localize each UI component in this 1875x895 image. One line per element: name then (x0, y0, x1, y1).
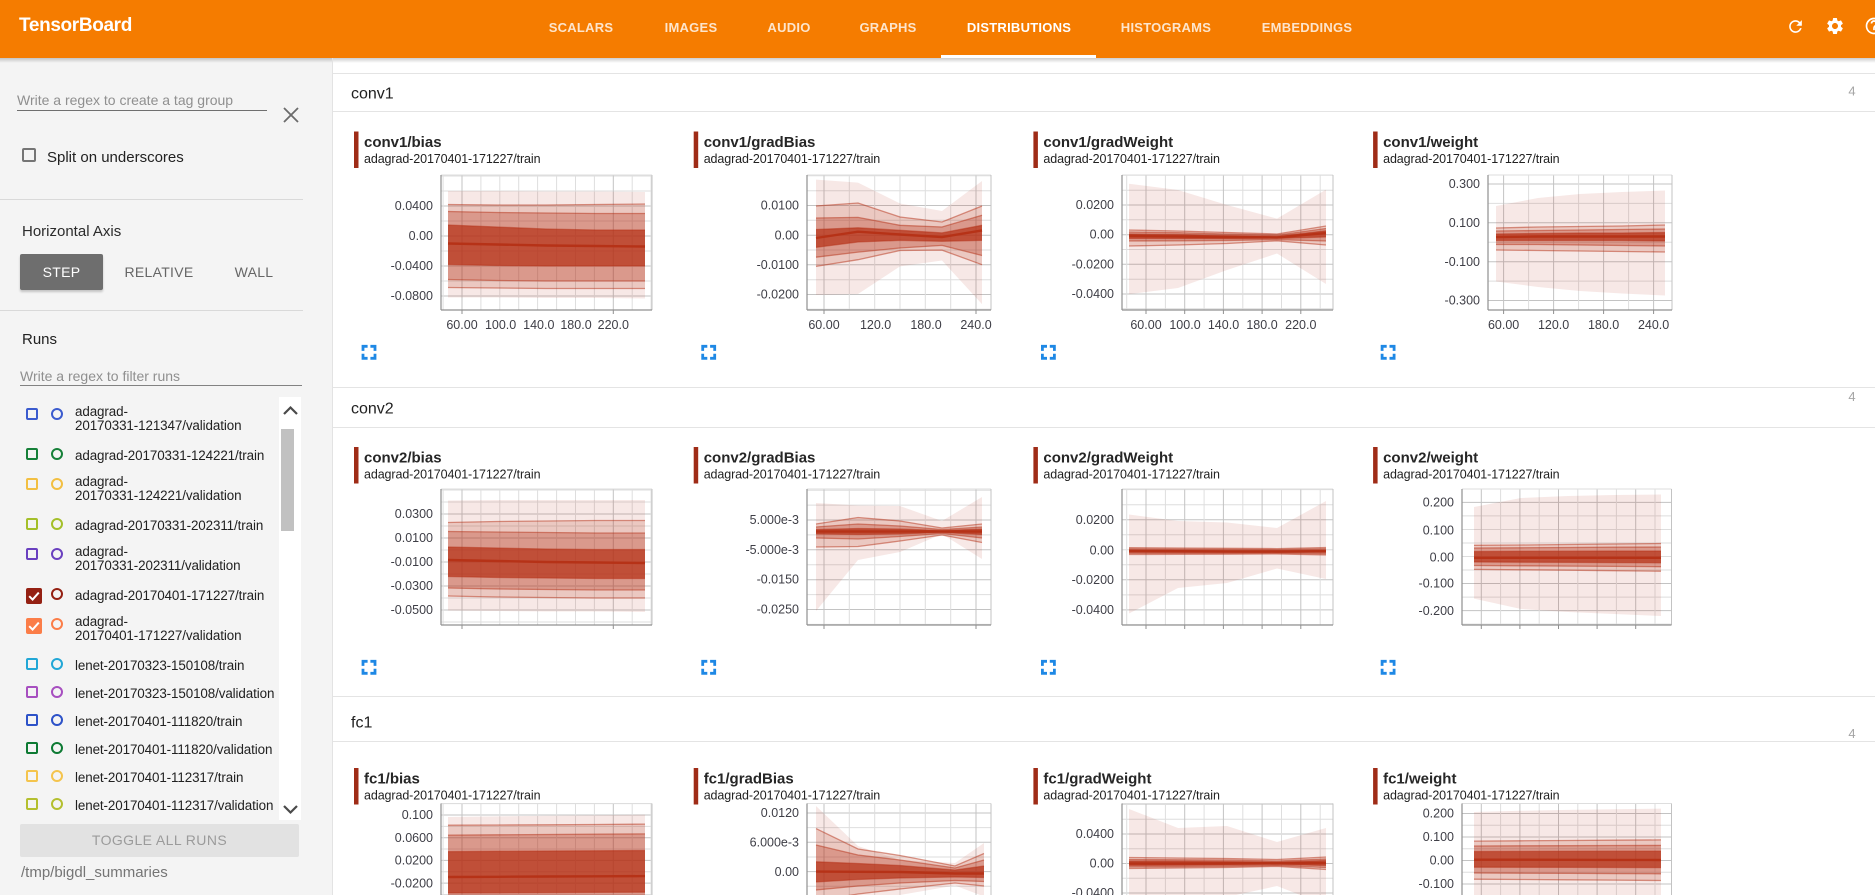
svg-text:140.0: 140.0 (523, 318, 554, 332)
svg-text:-0.0150: -0.0150 (757, 573, 799, 587)
svg-text:conv1/bias: conv1/bias (364, 134, 442, 151)
svg-text:conv1/weight: conv1/weight (1383, 134, 1478, 151)
svg-text:0.00: 0.00 (775, 865, 799, 879)
svg-text:0.00: 0.00 (1090, 544, 1114, 558)
svg-text:conv2/weight: conv2/weight (1383, 450, 1478, 467)
svg-text:0.0400: 0.0400 (1076, 827, 1114, 841)
svg-text:-0.0200: -0.0200 (1072, 573, 1114, 587)
svg-text:0.0600: 0.0600 (395, 831, 433, 845)
svg-text:0.300: 0.300 (1449, 177, 1480, 191)
svg-text:0.00: 0.00 (409, 229, 433, 243)
svg-text:60.00: 60.00 (446, 318, 477, 332)
svg-text:60.00: 60.00 (808, 318, 839, 332)
svg-text:0.100: 0.100 (1423, 830, 1454, 844)
svg-text:conv2: conv2 (351, 401, 394, 418)
svg-text:adagrad-20170401-171227/train: adagrad-20170401-171227/train (364, 789, 541, 803)
svg-text:adagrad-20170401-171227/train: adagrad-20170401-171227/train (1383, 789, 1560, 803)
svg-text:adagrad-20170401-171227/train: adagrad-20170401-171227/train (704, 468, 881, 482)
svg-text:-0.0400: -0.0400 (391, 259, 433, 273)
svg-text:180.0: 180.0 (1588, 318, 1619, 332)
svg-text:conv2/gradBias: conv2/gradBias (704, 450, 816, 467)
svg-text:fc1/weight: fc1/weight (1383, 771, 1456, 788)
svg-text:100.0: 100.0 (1169, 318, 1200, 332)
svg-text:4: 4 (1848, 726, 1855, 741)
svg-text:-0.0250: -0.0250 (757, 603, 799, 617)
svg-text:0.0100: 0.0100 (395, 531, 433, 545)
svg-text:-0.0400: -0.0400 (1072, 603, 1114, 617)
svg-text:conv2/bias: conv2/bias (364, 450, 442, 467)
svg-text:-0.0800: -0.0800 (391, 289, 433, 303)
svg-text:0.0400: 0.0400 (395, 199, 433, 213)
svg-text:-0.0300: -0.0300 (391, 579, 433, 593)
svg-text:adagrad-20170401-171227/train: adagrad-20170401-171227/train (1043, 789, 1220, 803)
svg-text:-0.100: -0.100 (1419, 877, 1454, 891)
svg-text:220.0: 220.0 (598, 318, 629, 332)
svg-text:-5.000e-3: -5.000e-3 (745, 543, 799, 557)
svg-text:180.0: 180.0 (1246, 318, 1277, 332)
svg-text:0.00: 0.00 (1430, 551, 1454, 565)
svg-text:conv2/gradWeight: conv2/gradWeight (1043, 450, 1173, 467)
svg-text:60.00: 60.00 (1130, 318, 1161, 332)
svg-text:-0.0400: -0.0400 (1072, 886, 1114, 895)
svg-text:adagrad-20170401-171227/train: adagrad-20170401-171227/train (1383, 468, 1560, 482)
svg-text:0.00: 0.00 (1090, 857, 1114, 871)
svg-text:-0.200: -0.200 (1419, 604, 1454, 618)
svg-text:-0.0200: -0.0200 (757, 288, 799, 302)
svg-text:fc1: fc1 (351, 715, 372, 732)
svg-text:conv1/gradBias: conv1/gradBias (704, 134, 816, 151)
svg-text:-0.0100: -0.0100 (391, 555, 433, 569)
svg-text:adagrad-20170401-171227/train: adagrad-20170401-171227/train (704, 152, 881, 166)
svg-text:140.0: 140.0 (1208, 318, 1239, 332)
svg-text:240.0: 240.0 (960, 318, 991, 332)
svg-text:0.100: 0.100 (1423, 523, 1454, 537)
svg-text:conv1: conv1 (351, 86, 394, 103)
svg-text:0.0100: 0.0100 (761, 199, 799, 213)
svg-text:fc1/gradBias: fc1/gradBias (704, 771, 794, 788)
svg-text:fc1/gradWeight: fc1/gradWeight (1043, 771, 1151, 788)
svg-text:-0.300: -0.300 (1445, 294, 1480, 308)
svg-text:adagrad-20170401-171227/train: adagrad-20170401-171227/train (1043, 152, 1220, 166)
svg-text:-0.0500: -0.0500 (391, 603, 433, 617)
svg-text:0.00: 0.00 (775, 229, 799, 243)
svg-text:6.000e-3: 6.000e-3 (750, 836, 799, 850)
svg-text:-0.0200: -0.0200 (391, 876, 433, 890)
svg-text:180.0: 180.0 (560, 318, 591, 332)
svg-text:120.0: 120.0 (1538, 318, 1569, 332)
svg-text:100.0: 100.0 (485, 318, 516, 332)
svg-text:0.0200: 0.0200 (1076, 198, 1114, 212)
svg-text:-0.0400: -0.0400 (1072, 287, 1114, 301)
svg-text:220.0: 220.0 (1285, 318, 1316, 332)
svg-text:conv1/gradWeight: conv1/gradWeight (1043, 134, 1173, 151)
svg-text:fc1/bias: fc1/bias (364, 771, 420, 788)
svg-text:adagrad-20170401-171227/train: adagrad-20170401-171227/train (364, 468, 541, 482)
svg-text:-0.0200: -0.0200 (1072, 258, 1114, 272)
svg-text:adagrad-20170401-171227/train: adagrad-20170401-171227/train (704, 789, 881, 803)
svg-text:0.200: 0.200 (1423, 807, 1454, 821)
svg-text:0.200: 0.200 (1423, 496, 1454, 510)
svg-text:adagrad-20170401-171227/train: adagrad-20170401-171227/train (1043, 468, 1220, 482)
svg-text:0.0200: 0.0200 (1076, 513, 1114, 527)
svg-text:0.0120: 0.0120 (761, 806, 799, 820)
svg-text:120.0: 120.0 (860, 318, 891, 332)
svg-text:0.100: 0.100 (402, 808, 433, 822)
svg-text:4: 4 (1848, 84, 1855, 99)
svg-text:180.0: 180.0 (910, 318, 941, 332)
svg-text:5.000e-3: 5.000e-3 (750, 513, 799, 527)
svg-text:0.00: 0.00 (1090, 228, 1114, 242)
svg-text:adagrad-20170401-171227/train: adagrad-20170401-171227/train (364, 152, 541, 166)
svg-text:0.0200: 0.0200 (395, 854, 433, 868)
svg-text:-0.100: -0.100 (1445, 255, 1480, 269)
svg-text:adagrad-20170401-171227/train: adagrad-20170401-171227/train (1383, 152, 1560, 166)
svg-text:240.0: 240.0 (1638, 318, 1669, 332)
svg-text:60.00: 60.00 (1488, 318, 1519, 332)
svg-text:-0.0100: -0.0100 (757, 258, 799, 272)
svg-text:0.0300: 0.0300 (395, 507, 433, 521)
svg-text:4: 4 (1848, 389, 1855, 404)
svg-text:0.100: 0.100 (1449, 216, 1480, 230)
svg-text:0.00: 0.00 (1430, 854, 1454, 868)
svg-text:-0.100: -0.100 (1419, 577, 1454, 591)
